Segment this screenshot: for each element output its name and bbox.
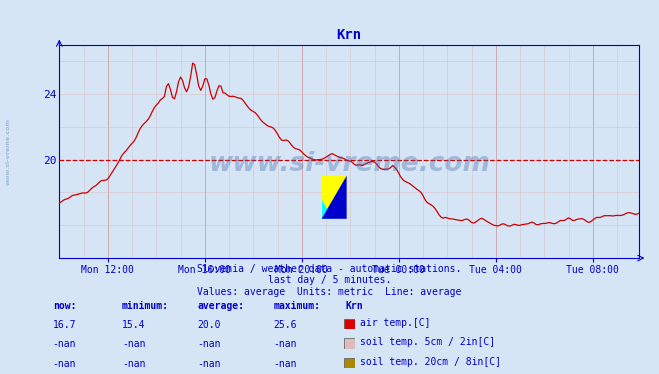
Polygon shape bbox=[322, 176, 347, 219]
Text: last day / 5 minutes.: last day / 5 minutes. bbox=[268, 276, 391, 285]
Text: -nan: -nan bbox=[53, 340, 76, 349]
Text: -nan: -nan bbox=[198, 340, 221, 349]
Text: 15.4: 15.4 bbox=[122, 320, 146, 330]
Text: minimum:: minimum: bbox=[122, 301, 169, 310]
Text: -nan: -nan bbox=[198, 359, 221, 369]
Text: average:: average: bbox=[198, 301, 244, 310]
Text: Values: average  Units: metric  Line: average: Values: average Units: metric Line: aver… bbox=[197, 287, 462, 297]
Text: -nan: -nan bbox=[122, 340, 146, 349]
Text: www.si-vreme.com: www.si-vreme.com bbox=[208, 151, 490, 177]
Text: soil temp. 5cm / 2in[C]: soil temp. 5cm / 2in[C] bbox=[360, 337, 496, 347]
Polygon shape bbox=[322, 176, 347, 219]
Polygon shape bbox=[322, 199, 333, 219]
Text: 20.0: 20.0 bbox=[198, 320, 221, 330]
Text: air temp.[C]: air temp.[C] bbox=[360, 318, 431, 328]
Text: Krn: Krn bbox=[346, 301, 364, 310]
Text: 16.7: 16.7 bbox=[53, 320, 76, 330]
Text: -nan: -nan bbox=[122, 359, 146, 369]
Text: Slovenia / weather data - automatic stations.: Slovenia / weather data - automatic stat… bbox=[197, 264, 462, 274]
Text: now:: now: bbox=[53, 301, 76, 310]
Text: -nan: -nan bbox=[273, 340, 297, 349]
Text: 25.6: 25.6 bbox=[273, 320, 297, 330]
Text: www.si-vreme.com: www.si-vreme.com bbox=[6, 118, 11, 185]
Title: Krn: Krn bbox=[337, 28, 362, 42]
Text: soil temp. 20cm / 8in[C]: soil temp. 20cm / 8in[C] bbox=[360, 357, 501, 367]
Text: -nan: -nan bbox=[53, 359, 76, 369]
Text: -nan: -nan bbox=[273, 359, 297, 369]
Text: maximum:: maximum: bbox=[273, 301, 320, 310]
